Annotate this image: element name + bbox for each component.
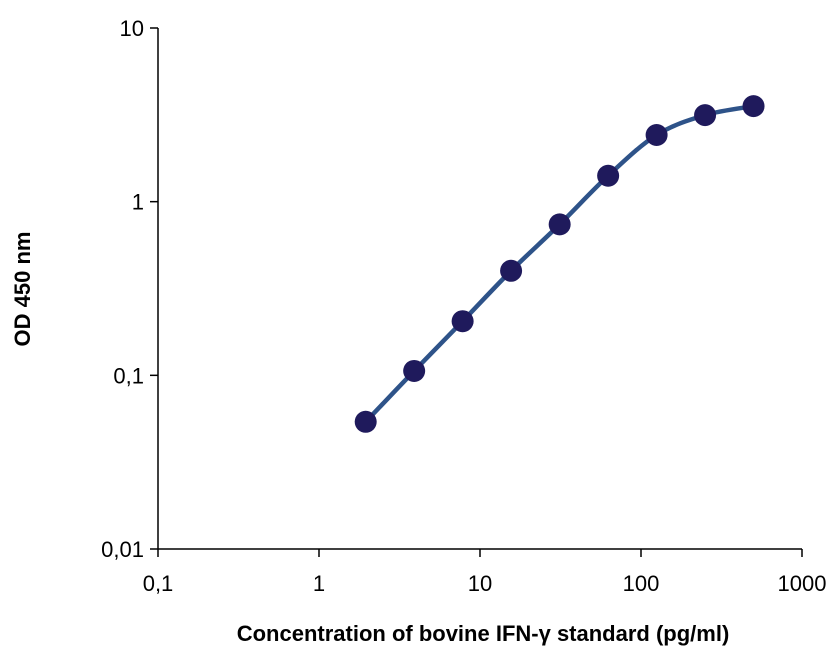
- y-tick-label: 0,01: [101, 537, 144, 562]
- data-point: [451, 310, 474, 333]
- data-point: [694, 104, 717, 127]
- data-point: [742, 95, 765, 118]
- y-tick-label: 0,1: [113, 363, 144, 388]
- x-tick-label: 0,1: [143, 571, 174, 596]
- data-point: [403, 359, 426, 382]
- data-point: [500, 259, 523, 282]
- x-ticks: 0,1 1 10 100 1000: [143, 549, 827, 596]
- x-axis-title: Concentration of bovine IFN-γ standard (…: [237, 621, 730, 646]
- data-point: [548, 213, 571, 236]
- data-point: [354, 410, 377, 433]
- y-axis-title: OD 450 nm: [10, 232, 35, 347]
- y-ticks: 0,01 0,1 1 10: [101, 16, 158, 562]
- x-tick-label: 10: [468, 571, 492, 596]
- y-tick-label: 10: [120, 16, 144, 41]
- x-tick-label: 100: [623, 571, 660, 596]
- y-tick-label: 1: [132, 190, 144, 215]
- data-points: [354, 95, 765, 433]
- x-tick-label: 1000: [778, 571, 827, 596]
- data-point: [645, 124, 668, 147]
- data-point: [597, 164, 620, 187]
- x-tick-label: 1: [313, 571, 325, 596]
